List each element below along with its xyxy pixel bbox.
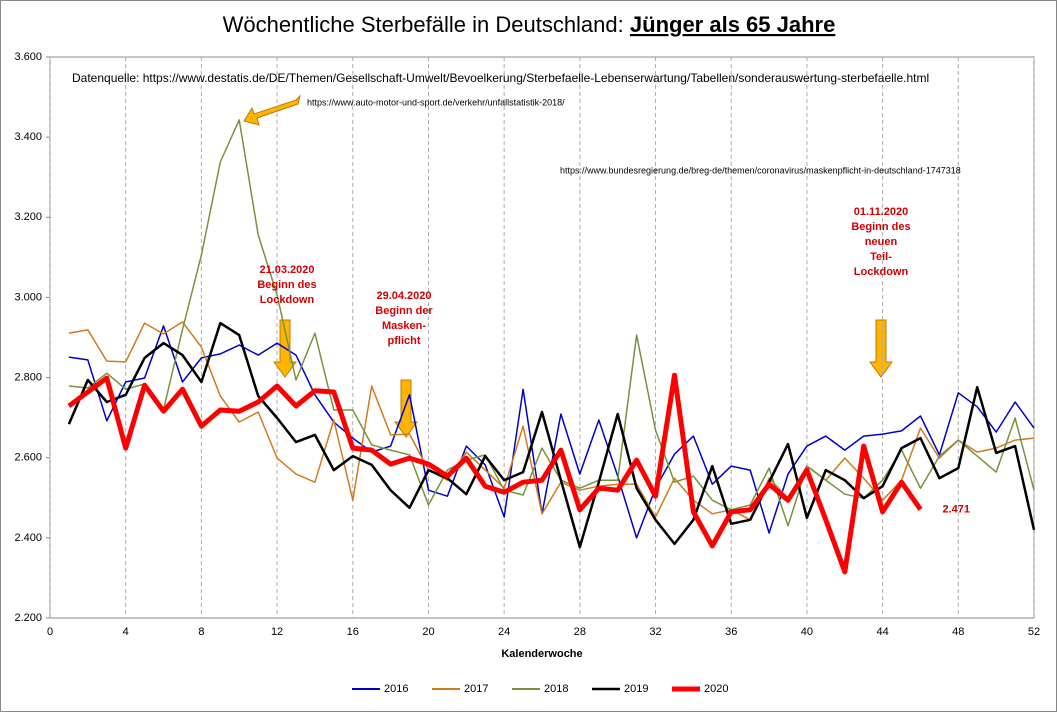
y-tick-label: 3.400 (14, 131, 42, 143)
annotation: 01.11.2020 (854, 206, 908, 218)
arrow (243, 94, 301, 126)
x-tick-label: 16 (347, 626, 359, 638)
annotation: 21.03.2020 (259, 264, 314, 276)
y-tick-label: 2.200 (14, 612, 42, 624)
annotation: Teil- (870, 251, 892, 263)
title-emphasis: Jünger als 65 Jahre (630, 12, 835, 37)
annotation: https://www.auto-motor-und-sport.de/verk… (307, 97, 565, 107)
annotation: 29.04.2020 (376, 290, 431, 302)
legend-label: 2018 (544, 683, 568, 695)
annotation: https://www.bundesregierung.de/breg-de/t… (560, 165, 961, 175)
x-tick-label: 24 (498, 626, 510, 638)
y-tick-label: 2.600 (14, 452, 42, 464)
annotation: Lockdown (854, 266, 909, 278)
x-tick-label: 44 (876, 626, 888, 638)
legend-label: 2016 (384, 683, 408, 695)
x-tick-label: 28 (574, 626, 586, 638)
series-line (67, 372, 923, 575)
legend-label: 2019 (624, 683, 648, 695)
x-tick-label: 4 (123, 626, 129, 638)
annotation: Beginn des (851, 221, 910, 233)
title-main: Wöchentliche Sterbefälle in Deutschland: (223, 12, 624, 37)
arrow (869, 319, 893, 378)
chart-title: Wöchentliche Sterbefälle in Deutschland:… (223, 12, 836, 37)
y-tick-label: 2.400 (14, 532, 42, 544)
x-axis-title: Kalenderwoche (501, 648, 582, 660)
annotation: pflicht (388, 335, 421, 347)
x-tick-label: 8 (198, 626, 204, 638)
x-tick-label: 40 (801, 626, 813, 638)
annotation: neuen (865, 236, 898, 248)
series-line (67, 321, 1036, 549)
annotation: Datenquelle: https://www.destatis.de/DE/… (72, 71, 929, 85)
arrows (243, 94, 893, 438)
y-tick-label: 3.600 (14, 51, 42, 63)
y-tick-label: 3.200 (14, 211, 42, 223)
annotation: Beginn des (257, 279, 316, 291)
x-tick-label: 48 (952, 626, 964, 638)
annotation: Lockdown (260, 294, 315, 306)
x-tick-label: 52 (1028, 626, 1040, 638)
x-tick-label: 32 (649, 626, 661, 638)
legend-label: 2017 (464, 683, 488, 695)
legend-label: 2020 (704, 683, 728, 695)
annotation: Beginn der (375, 305, 433, 317)
data-label: 2.471 (942, 503, 970, 515)
x-tick-label: 0 (47, 626, 53, 638)
x-tick-label: 12 (271, 626, 283, 638)
y-tick-label: 3.000 (14, 291, 42, 303)
y-tick-label: 2.800 (14, 371, 42, 383)
x-tick-label: 36 (725, 626, 737, 638)
annotation: Masken- (382, 320, 426, 332)
x-tick-label: 20 (422, 626, 434, 638)
